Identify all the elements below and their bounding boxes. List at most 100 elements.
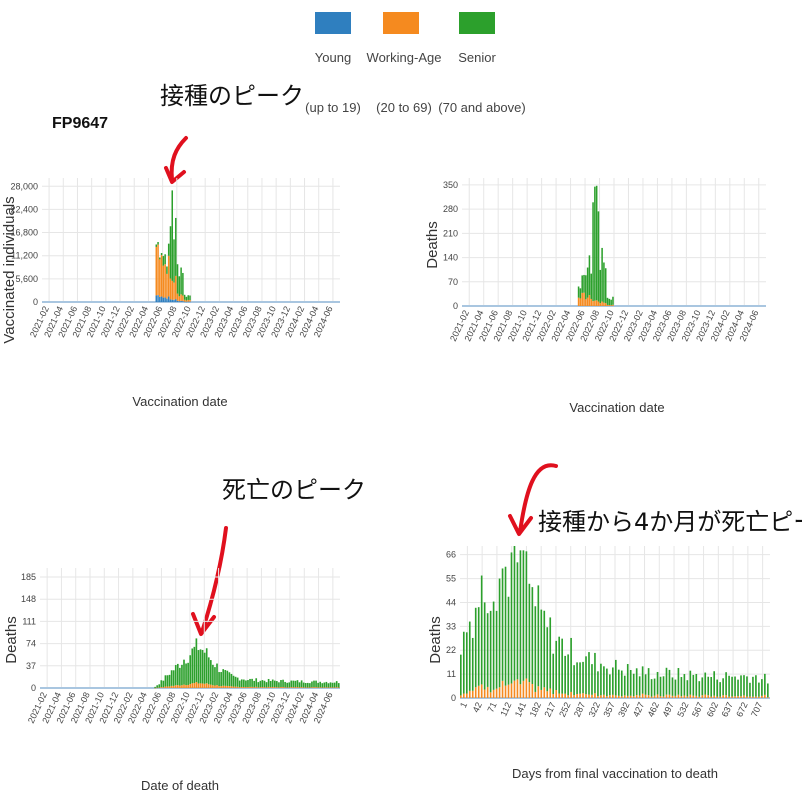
y-tick-label: 280 [443, 204, 458, 214]
bar-senior [581, 275, 583, 293]
y-tick-label: 16,800 [10, 228, 38, 238]
bar-working-age [555, 690, 558, 698]
bar-senior [603, 262, 605, 303]
bar-working-age [516, 679, 519, 698]
y-tick-label: 44 [446, 597, 456, 607]
bar-working-age [218, 686, 220, 688]
bar-senior [615, 659, 617, 696]
bar-senior [288, 682, 291, 688]
bar-working-age [317, 687, 319, 688]
bar-working-age [180, 294, 182, 301]
bar-working-age [588, 694, 590, 698]
bar-senior [176, 663, 179, 686]
bar-senior [531, 587, 534, 684]
bar-working-age [525, 678, 528, 698]
bar-senior [222, 669, 225, 686]
bar-senior [719, 682, 721, 697]
bar-young [159, 296, 161, 302]
bar-working-age [471, 690, 474, 698]
y-tick-label: 210 [443, 228, 458, 238]
red-arrow-3-head [508, 514, 533, 536]
bar-working-age [162, 687, 165, 688]
bar-senior [534, 606, 537, 692]
bar-working-age [313, 687, 315, 688]
bar-working-age [692, 695, 695, 698]
bar-working-age [185, 685, 187, 688]
bar-working-age [581, 292, 583, 306]
bar-working-age [175, 275, 177, 300]
bar-working-age [576, 693, 578, 698]
bar-senior [579, 288, 582, 299]
bar-senior [267, 678, 270, 687]
bar-senior [495, 610, 498, 689]
legend-range-working-age: (20 to 69) [376, 100, 432, 115]
bar-working-age [265, 687, 268, 688]
bar-working-age [300, 687, 303, 688]
bar-senior [644, 674, 647, 695]
bar-working-age [704, 694, 707, 698]
bar-working-age [183, 299, 186, 302]
bar-senior [175, 217, 177, 276]
bar-senior [159, 257, 161, 260]
bar-working-age [162, 265, 165, 298]
bar-senior [216, 663, 218, 686]
bar-working-age [629, 695, 632, 698]
bar-senior [178, 276, 181, 297]
bar-senior [519, 550, 522, 685]
bar-senior [707, 676, 710, 696]
bar-working-age [462, 693, 465, 698]
bar-young [160, 296, 163, 302]
bar-senior [191, 648, 194, 684]
bar-senior [567, 654, 569, 696]
x-tick-label: 462 [646, 701, 661, 719]
bar-working-age [558, 693, 561, 698]
bar-senior [212, 664, 214, 686]
bar-working-age [713, 695, 716, 698]
bar-young [169, 299, 172, 302]
bar-senior [251, 678, 253, 687]
bar-working-age [182, 295, 184, 302]
legend-range-young: (up to 19) [305, 100, 361, 115]
bar-senior [599, 269, 602, 304]
bar-senior [170, 670, 173, 686]
x-tick-label: 532 [675, 701, 690, 719]
y-tick-label: 37 [26, 661, 36, 671]
bar-working-age [683, 695, 686, 698]
bar-working-age [510, 683, 513, 698]
bar-senior [471, 637, 474, 691]
bar-senior [304, 683, 307, 688]
bar-working-age [579, 298, 582, 306]
bar-working-age [203, 683, 206, 688]
bar-working-age [656, 694, 659, 698]
bar-working-age [603, 694, 605, 698]
bar-senior [704, 672, 707, 695]
bar-working-age [495, 688, 498, 698]
bar-senior [234, 676, 237, 687]
bar-working-age [767, 697, 769, 698]
bar-senior [462, 631, 465, 694]
bar-working-age [232, 686, 235, 688]
bar-working-age [159, 259, 161, 297]
bar-senior [183, 294, 186, 300]
bar-working-age [543, 687, 546, 698]
bar-senior [255, 678, 258, 687]
bar-young [175, 299, 177, 302]
bar-working-age [507, 684, 510, 698]
bar-working-age [263, 687, 266, 688]
bar-senior [327, 683, 330, 688]
bar-senior [199, 649, 202, 684]
bar-senior [604, 268, 607, 304]
bar-senior [480, 575, 483, 685]
bar-senior [606, 297, 609, 305]
bar-senior [169, 226, 172, 279]
bar-working-age [168, 686, 171, 688]
bar-working-age [171, 280, 173, 300]
bar-senior [321, 683, 324, 688]
y-tick-label: 74 [26, 639, 36, 649]
bar-working-age [600, 695, 602, 698]
bar-working-age [707, 695, 710, 698]
bar-senior [558, 636, 561, 694]
x-tick-label: 322 [587, 701, 602, 719]
legend-label-young: Young [315, 50, 351, 65]
